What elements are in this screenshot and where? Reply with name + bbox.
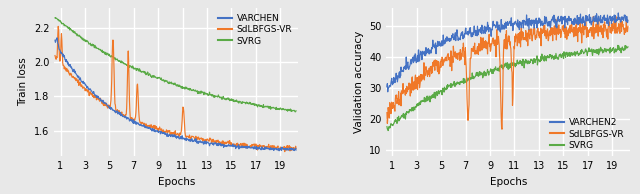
Line: SVRG: SVRG	[55, 17, 296, 112]
SVRG	[426, 101, 434, 103]
SVRG	[94, 48, 102, 50]
SdLBFGS-VR	[281, 151, 289, 153]
SdLBFGS-VR	[51, 54, 59, 57]
SVRG	[212, 95, 220, 97]
SdLBFGS-VR	[492, 56, 500, 58]
Line: SdLBFGS-VR: SdLBFGS-VR	[55, 26, 296, 152]
VARCHEN	[51, 39, 59, 41]
SdLBFGS-VR	[233, 144, 241, 147]
SVRG	[113, 58, 121, 60]
VARCHEN	[292, 149, 300, 151]
VARCHEN	[233, 145, 241, 148]
SVRG	[161, 81, 168, 83]
Line: VARCHEN: VARCHEN	[55, 38, 296, 151]
SdLBFGS-VR	[545, 40, 552, 42]
SdLBFGS-VR	[565, 30, 573, 33]
VARCHEN2	[445, 37, 453, 40]
SVRG	[51, 17, 59, 19]
VARCHEN2	[493, 25, 500, 27]
VARCHEN	[53, 37, 61, 39]
Line: SVRG: SVRG	[387, 45, 628, 131]
VARCHEN	[113, 110, 121, 112]
VARCHEN	[94, 96, 102, 99]
Line: VARCHEN2: VARCHEN2	[387, 13, 628, 92]
SdLBFGS-VR	[383, 111, 391, 114]
SdLBFGS-VR	[445, 59, 452, 61]
SVRG	[565, 55, 573, 57]
X-axis label: Epochs: Epochs	[490, 177, 527, 187]
VARCHEN	[161, 132, 168, 134]
SVRG	[525, 62, 533, 65]
VARCHEN	[212, 142, 220, 145]
SVRG	[614, 44, 621, 47]
SdLBFGS-VR	[292, 147, 300, 150]
Y-axis label: Validation accuracy: Validation accuracy	[353, 31, 364, 133]
VARCHEN2	[426, 49, 434, 51]
SdLBFGS-VR	[426, 75, 433, 78]
VARCHEN2	[565, 15, 573, 17]
VARCHEN2	[525, 17, 533, 20]
SdLBFGS-VR	[525, 36, 533, 38]
SdLBFGS-VR	[54, 25, 62, 28]
SVRG	[233, 100, 241, 102]
VARCHEN2	[384, 91, 392, 93]
VARCHEN	[194, 140, 202, 142]
Y-axis label: Train loss: Train loss	[19, 58, 29, 106]
SdLBFGS-VR	[194, 137, 202, 140]
Legend: VARCHEN2, SdLBFGS-VR, SVRG: VARCHEN2, SdLBFGS-VR, SVRG	[548, 117, 626, 152]
X-axis label: Epochs: Epochs	[157, 177, 195, 187]
SdLBFGS-VR	[113, 109, 121, 111]
SVRG	[545, 56, 552, 58]
SdLBFGS-VR	[161, 131, 168, 133]
SVRG	[493, 69, 500, 71]
SVRG	[292, 110, 300, 112]
SVRG	[194, 90, 202, 92]
SVRG	[291, 111, 299, 113]
Line: SdLBFGS-VR: SdLBFGS-VR	[387, 16, 628, 129]
SdLBFGS-VR	[624, 25, 632, 28]
SVRG	[445, 84, 453, 87]
VARCHEN2	[545, 21, 552, 23]
SdLBFGS-VR	[212, 142, 220, 144]
SVRG	[384, 129, 392, 132]
VARCHEN2	[624, 19, 632, 22]
SVRG	[383, 126, 391, 128]
Legend: VARCHEN, SdLBFGS-VR, SVRG: VARCHEN, SdLBFGS-VR, SVRG	[217, 12, 294, 47]
SdLBFGS-VR	[94, 96, 102, 99]
VARCHEN2	[614, 12, 622, 14]
VARCHEN2	[383, 86, 391, 88]
SVRG	[624, 46, 632, 48]
SdLBFGS-VR	[498, 128, 506, 130]
SVRG	[52, 16, 60, 19]
VARCHEN	[275, 150, 283, 152]
SdLBFGS-VR	[589, 15, 597, 18]
